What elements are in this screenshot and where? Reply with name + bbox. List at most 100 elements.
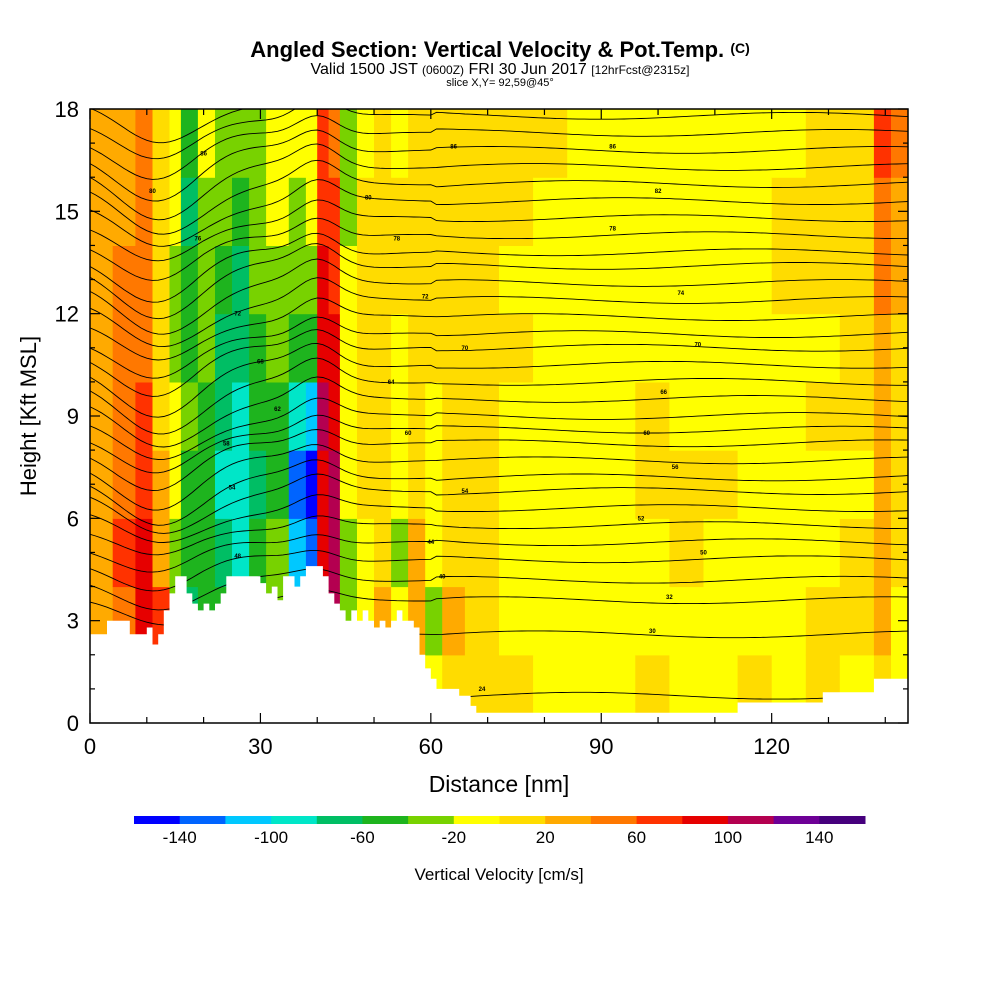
- isentrope-label: 70: [694, 342, 701, 348]
- isentrope-line: [90, 217, 908, 281]
- isentrope-line: [90, 109, 245, 144]
- velocity-cell: [567, 313, 602, 383]
- velocity-cell: [112, 313, 136, 383]
- velocity-cell: [169, 518, 182, 588]
- isentropes: [90, 109, 908, 701]
- velocity-cell: [197, 381, 216, 451]
- velocity-cell: [266, 177, 290, 246]
- velocity-cell: [805, 586, 841, 656]
- velocity-cell: [288, 177, 307, 246]
- isentrope-label: 80: [149, 189, 156, 195]
- velocity-cell: [317, 177, 330, 246]
- velocity-cell: [266, 313, 290, 383]
- velocity-cell: [635, 381, 670, 451]
- velocity-cell: [232, 245, 250, 315]
- velocity-cell: [567, 381, 602, 451]
- velocity-cell: [90, 450, 114, 519]
- velocity-cell: [249, 518, 267, 588]
- velocity-cell: [169, 381, 182, 451]
- velocity-cell: [90, 109, 114, 178]
- velocity-cell: [169, 245, 182, 315]
- velocity-cell: [249, 109, 267, 178]
- velocity-cell: [391, 518, 409, 588]
- velocity-cell: [135, 381, 153, 451]
- velocity-cell: [635, 109, 670, 178]
- isentrope-label: 78: [393, 237, 400, 243]
- velocity-cell: [669, 586, 705, 656]
- colorbar-swatch: [727, 816, 775, 824]
- isentrope-label: 72: [234, 312, 241, 318]
- velocity-cell: [305, 313, 318, 383]
- velocity-cell: [703, 109, 739, 178]
- isentrope-line: [90, 115, 908, 180]
- velocity-cell: [425, 177, 443, 246]
- isentrope-line: [90, 232, 908, 303]
- isentrope-label: 86: [450, 145, 457, 151]
- velocity-cell: [464, 313, 500, 383]
- velocity-cell: [567, 177, 602, 246]
- colorbar-tick-label: 140: [805, 828, 833, 847]
- isentrope-label: 86: [200, 151, 207, 157]
- velocity-cell: [180, 177, 199, 246]
- chart-title-units: (C): [730, 40, 750, 56]
- y-tick-label: 6: [67, 506, 79, 531]
- velocity-cell: [425, 245, 443, 315]
- velocity-cell: [408, 177, 426, 246]
- velocity-cell: [317, 313, 330, 383]
- velocity-cell: [197, 177, 216, 246]
- velocity-cell: [232, 518, 250, 588]
- velocity-cell: [703, 654, 739, 723]
- colorbar-swatch: [545, 816, 592, 824]
- velocity-cell: [533, 313, 568, 383]
- velocity-cell: [328, 381, 341, 451]
- isentrope-label: 52: [638, 516, 645, 522]
- isentrope-label: 82: [655, 189, 662, 195]
- colorbar-tick-label: -60: [350, 828, 375, 847]
- y-tick-label: 12: [55, 302, 79, 327]
- velocity-cell: [703, 450, 739, 519]
- x-axis: 0 30 60 90 120: [84, 109, 886, 759]
- colorbar-swatch: [819, 816, 866, 824]
- velocity-cell: [266, 381, 290, 451]
- velocity-cell: [391, 177, 409, 246]
- isentrope-line: [90, 277, 908, 348]
- velocity-cell: [339, 381, 358, 451]
- x-tick-label: 90: [589, 734, 613, 759]
- terrain: [90, 566, 908, 723]
- velocity-cell: [533, 245, 568, 315]
- velocity-cell: [180, 313, 199, 383]
- velocity-cell: [288, 109, 307, 178]
- velocity-cell: [873, 450, 892, 519]
- velocity-cell: [891, 518, 908, 588]
- isentrope-line: [90, 243, 908, 320]
- isentrope-line: [90, 444, 908, 511]
- velocity-cell: [232, 313, 250, 383]
- velocity-cell: [135, 518, 153, 588]
- velocity-cell: [112, 518, 136, 588]
- velocity-cell: [305, 177, 318, 246]
- colorbar-swatch: [453, 816, 500, 824]
- velocity-cell: [90, 177, 114, 246]
- forecast-info: [12hrFcst@2315z]: [591, 63, 690, 77]
- velocity-cell: [305, 245, 318, 315]
- isentrope-label: 60: [405, 431, 412, 437]
- velocity-cell: [135, 450, 153, 519]
- velocity-cell: [317, 109, 330, 178]
- isentrope-label: 86: [609, 145, 616, 151]
- velocity-cell: [442, 313, 466, 383]
- chart-title: Angled Section: Vertical Velocity & Pot.…: [0, 36, 1000, 62]
- y-tick-label: 3: [67, 609, 79, 634]
- isentrope-label: 58: [223, 441, 230, 447]
- isentrope-label: 44: [427, 540, 434, 546]
- velocity-cell: [374, 177, 392, 246]
- velocity-cell: [425, 109, 443, 178]
- velocity-cell: [180, 381, 199, 451]
- velocity-cell: [112, 177, 136, 246]
- isentrope-line: [90, 397, 908, 460]
- velocity-cell: [266, 245, 290, 315]
- isentrope-label: 72: [422, 295, 429, 301]
- colorbar-tick-label: -140: [163, 828, 197, 847]
- isentrope-line: [90, 549, 908, 592]
- velocity-cell: [669, 109, 705, 178]
- velocity-cell: [839, 450, 875, 519]
